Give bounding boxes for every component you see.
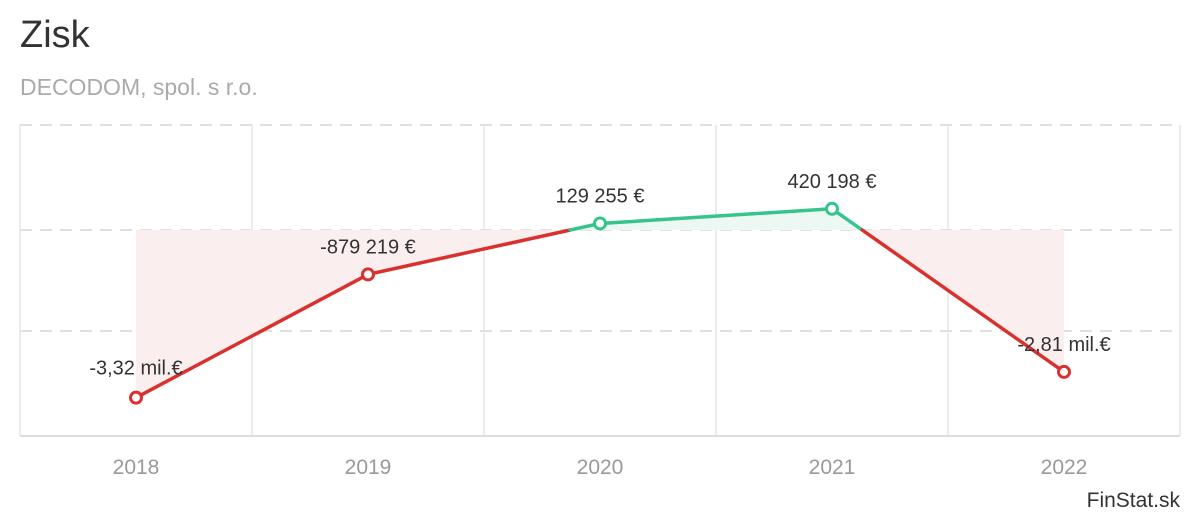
- chart-subtitle: DECODOM, spol. s r.o.: [20, 74, 258, 100]
- area-fill: [136, 230, 368, 398]
- series-line-segment: [366, 228, 573, 277]
- data-point: [593, 216, 607, 231]
- x-tick-label: 2018: [113, 456, 160, 479]
- chart-title: Zisk: [20, 14, 90, 56]
- data-point: [361, 267, 375, 282]
- data-label: -2,81 mil.€: [1017, 334, 1110, 356]
- x-tick-label: 2022: [1041, 456, 1088, 479]
- series-line-segment: [860, 228, 1066, 374]
- data-label: 129 255 €: [556, 185, 645, 207]
- data-label: -879 219 €: [320, 236, 416, 258]
- data-label: 420 198 €: [788, 171, 877, 193]
- series-line-segment: [134, 272, 370, 400]
- data-label: -3,32 mil.€: [89, 358, 182, 380]
- data-point: [825, 201, 839, 216]
- x-tick-label: 2019: [345, 456, 392, 479]
- data-point: [129, 390, 143, 405]
- data-point: [1057, 364, 1071, 379]
- x-tick-label: 2020: [577, 456, 624, 479]
- x-tick-label: 2021: [809, 456, 856, 479]
- series-line-segment: [598, 207, 834, 226]
- finstat-credit-link[interactable]: FinStat.sk: [1086, 489, 1180, 512]
